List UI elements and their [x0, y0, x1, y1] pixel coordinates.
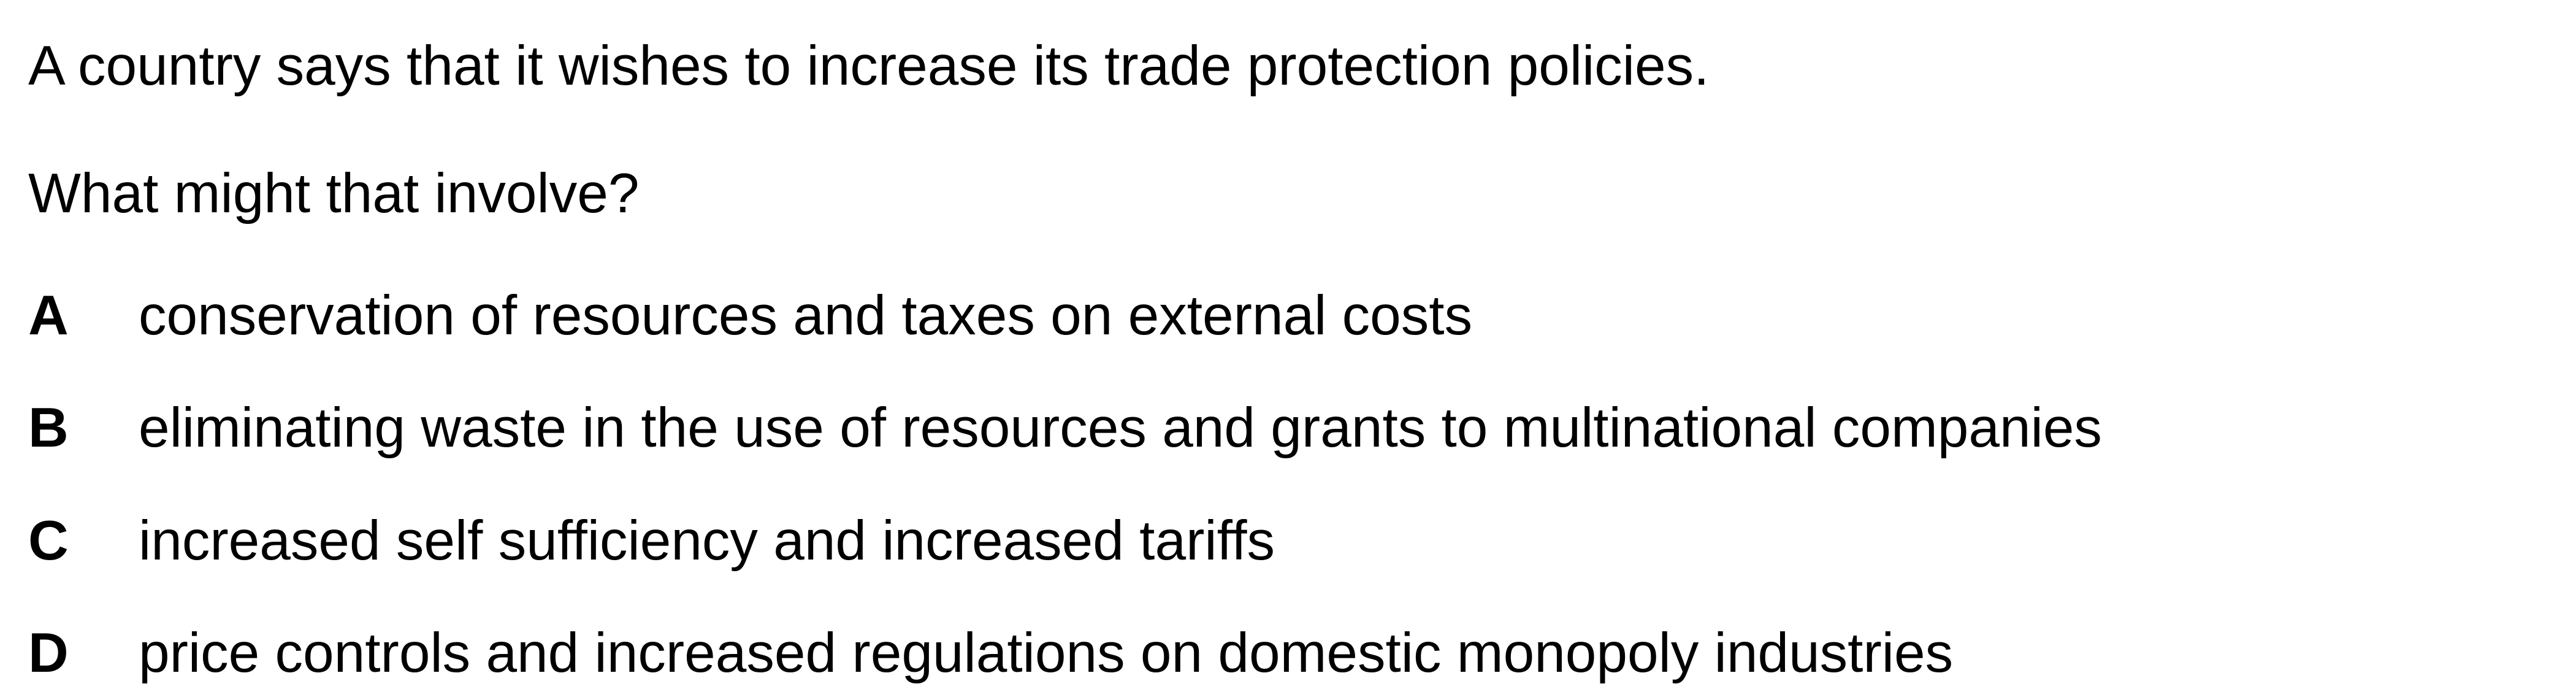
option-letter: A: [28, 285, 69, 347]
question-stem: A country says that it wishes to increas…: [28, 35, 1710, 97]
option-letter: C: [28, 510, 69, 572]
option-text: eliminating waste in the use of resource…: [139, 397, 2102, 459]
option-letter: D: [28, 622, 69, 684]
option-text: conservation of resources and taxes on e…: [139, 285, 1473, 347]
option-text: increased self sufficiency and increased…: [139, 510, 1275, 572]
option-text: price controls and increased regulations…: [139, 622, 1954, 684]
question-prompt: What might that involve?: [28, 163, 640, 225]
option-letter: B: [28, 397, 69, 459]
